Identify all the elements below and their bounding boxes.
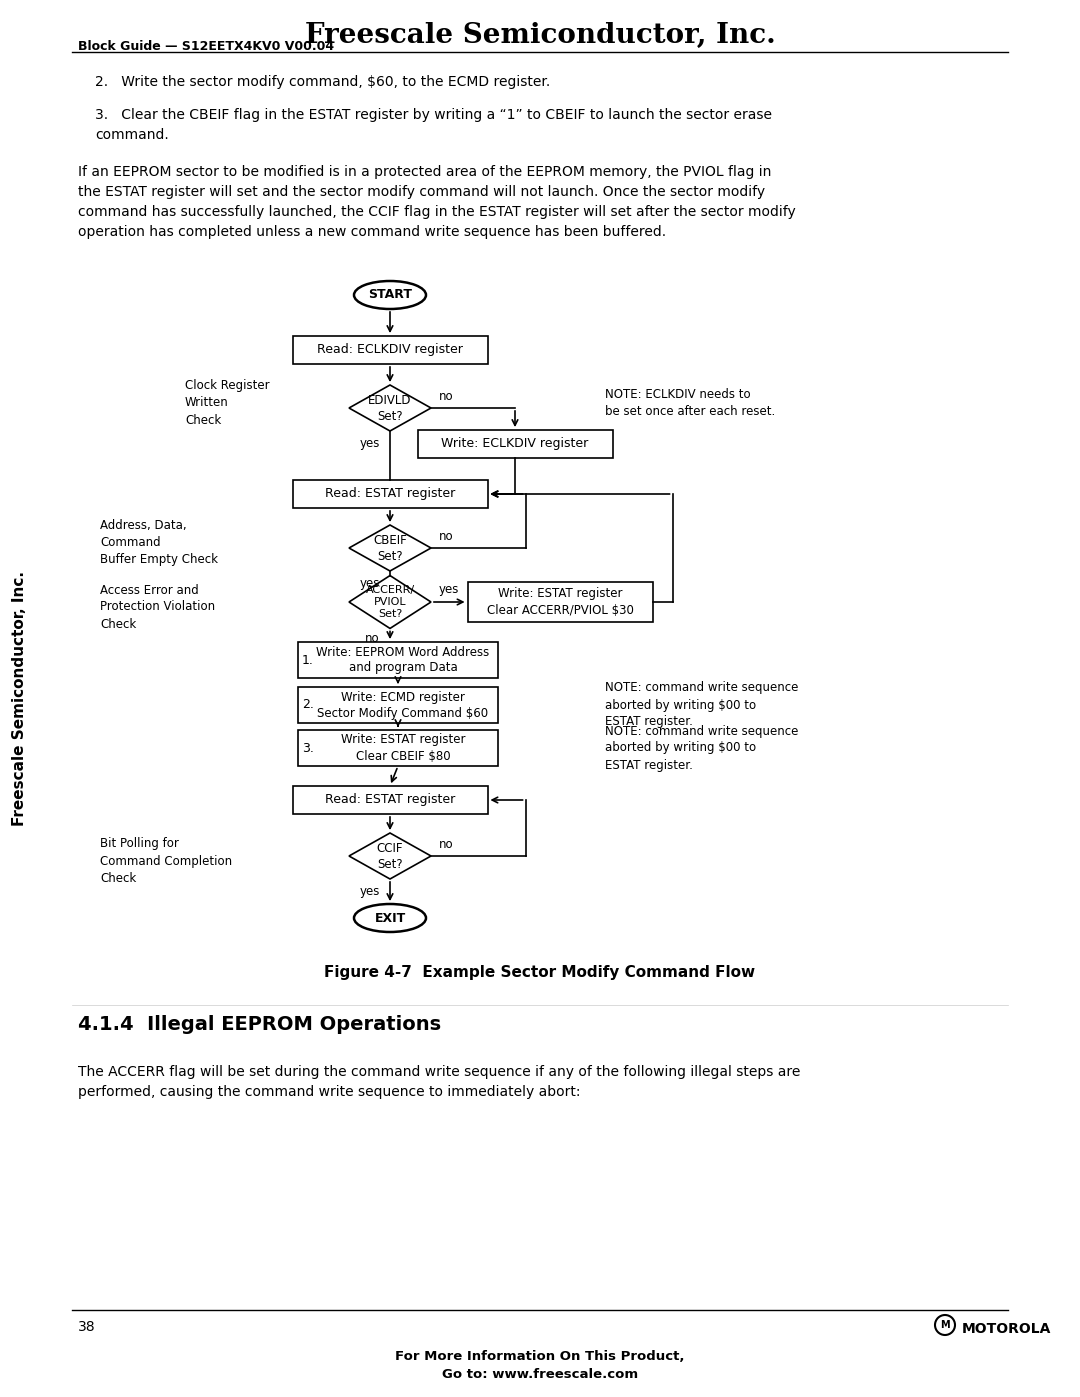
Text: Block Guide — S12EETX4KV0 V00.04: Block Guide — S12EETX4KV0 V00.04	[78, 41, 334, 53]
Polygon shape	[349, 386, 431, 432]
Text: NOTE: command write sequence
aborted by writing $00 to
ESTAT register.: NOTE: command write sequence aborted by …	[605, 725, 798, 771]
Polygon shape	[349, 576, 431, 629]
Text: CCIF
Set?: CCIF Set?	[377, 841, 403, 870]
Text: Write: ECLKDIV register: Write: ECLKDIV register	[442, 437, 589, 450]
Text: Write: EEPROM Word Address
and program Data: Write: EEPROM Word Address and program D…	[316, 645, 489, 675]
Ellipse shape	[354, 281, 426, 309]
Text: EDIVLD
Set?: EDIVLD Set?	[368, 394, 411, 422]
Text: NOTE: ECLKDIV needs to
be set once after each reset.: NOTE: ECLKDIV needs to be set once after…	[605, 388, 775, 418]
FancyBboxPatch shape	[298, 643, 498, 678]
Text: command.: command.	[95, 129, 168, 142]
Text: no: no	[438, 529, 454, 542]
Text: yes: yes	[438, 584, 459, 597]
Text: CBEIF
Set?: CBEIF Set?	[373, 534, 407, 563]
Text: START: START	[368, 289, 411, 302]
Text: 1.: 1.	[302, 654, 314, 666]
Text: yes: yes	[360, 577, 380, 590]
Text: 2.: 2.	[302, 698, 314, 711]
Text: no: no	[438, 390, 454, 402]
FancyBboxPatch shape	[293, 481, 487, 509]
Text: Write: ESTAT register
Clear CBEIF $80: Write: ESTAT register Clear CBEIF $80	[341, 733, 465, 763]
Text: M: M	[941, 1320, 949, 1330]
Text: Read: ECLKDIV register: Read: ECLKDIV register	[318, 344, 463, 356]
Text: 38: 38	[78, 1320, 96, 1334]
Text: no: no	[438, 837, 454, 851]
Text: yes: yes	[360, 884, 380, 897]
Text: ACCERR/
PVIOL
Set?: ACCERR/ PVIOL Set?	[365, 585, 415, 619]
FancyBboxPatch shape	[293, 337, 487, 365]
Text: NOTE: command write sequence
aborted by writing $00 to
ESTAT register.: NOTE: command write sequence aborted by …	[605, 682, 798, 728]
Text: Freescale Semiconductor, Inc.: Freescale Semiconductor, Inc.	[305, 22, 775, 49]
Text: 2.   Write the sector modify command, $60, to the ECMD register.: 2. Write the sector modify command, $60,…	[95, 75, 550, 89]
Text: Freescale Semiconductor, Inc.: Freescale Semiconductor, Inc.	[13, 570, 27, 826]
Text: Bit Polling for
Command Completion
Check: Bit Polling for Command Completion Check	[100, 837, 232, 884]
Text: 3.   Clear the CBEIF flag in the ESTAT register by writing a “1” to CBEIF to lau: 3. Clear the CBEIF flag in the ESTAT reg…	[95, 108, 772, 122]
Text: 4.1.4  Illegal EEPROM Operations: 4.1.4 Illegal EEPROM Operations	[78, 1016, 441, 1034]
Text: The ACCERR flag will be set during the command write sequence if any of the foll: The ACCERR flag will be set during the c…	[78, 1065, 800, 1099]
Text: For More Information On This Product,
Go to: www.freescale.com: For More Information On This Product, Go…	[395, 1350, 685, 1382]
Text: yes: yes	[360, 436, 380, 450]
FancyBboxPatch shape	[298, 731, 498, 766]
Polygon shape	[349, 833, 431, 879]
Text: Clock Register
Written
Check: Clock Register Written Check	[185, 380, 270, 426]
Text: If an EEPROM sector to be modified is in a protected area of the EEPROM memory, : If an EEPROM sector to be modified is in…	[78, 165, 796, 239]
Text: Read: ESTAT register: Read: ESTAT register	[325, 793, 455, 806]
Text: Read: ESTAT register: Read: ESTAT register	[325, 488, 455, 500]
Text: no: no	[365, 631, 380, 645]
FancyBboxPatch shape	[298, 687, 498, 724]
Text: Figure 4-7  Example Sector Modify Command Flow: Figure 4-7 Example Sector Modify Command…	[324, 965, 756, 981]
Text: Write: ESTAT register
Clear ACCERR/PVIOL $30: Write: ESTAT register Clear ACCERR/PVIOL…	[487, 588, 634, 616]
FancyBboxPatch shape	[468, 583, 652, 622]
Text: Write: ECMD register
Sector Modify Command $60: Write: ECMD register Sector Modify Comma…	[318, 690, 488, 719]
Ellipse shape	[354, 904, 426, 932]
Text: Access Error and
Protection Violation
Check: Access Error and Protection Violation Ch…	[100, 584, 215, 630]
Text: MOTOROLA: MOTOROLA	[962, 1322, 1051, 1336]
FancyBboxPatch shape	[293, 787, 487, 814]
Text: 3.: 3.	[302, 742, 314, 754]
Circle shape	[935, 1315, 955, 1336]
Polygon shape	[349, 525, 431, 571]
FancyBboxPatch shape	[418, 430, 612, 458]
Text: Address, Data,
Command
Buffer Empty Check: Address, Data, Command Buffer Empty Chec…	[100, 520, 218, 567]
Text: EXIT: EXIT	[375, 911, 406, 925]
